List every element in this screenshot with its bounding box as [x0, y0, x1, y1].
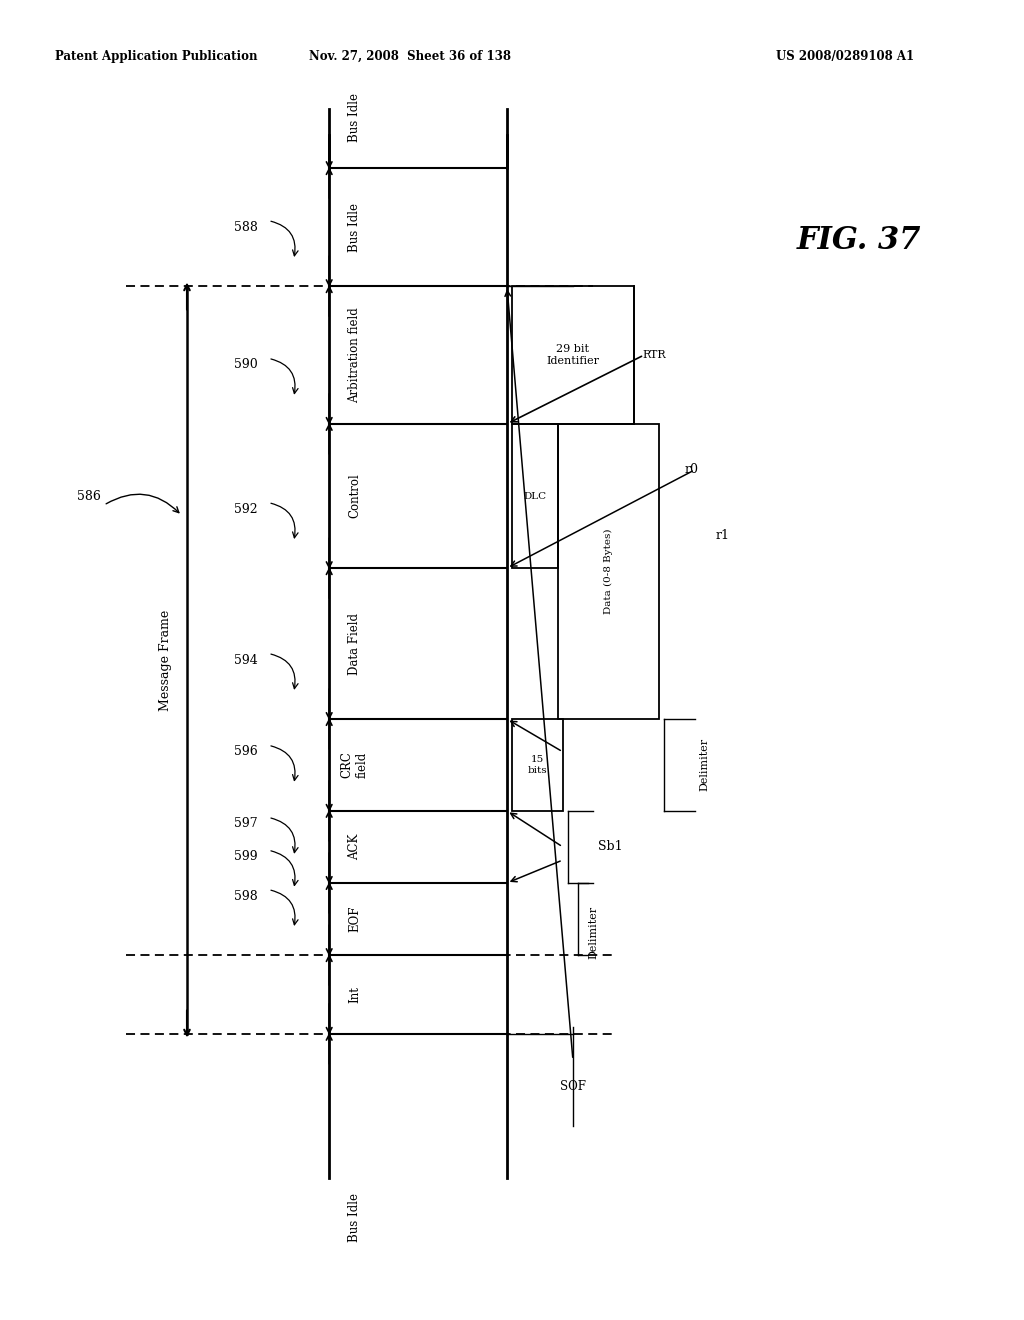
Text: Message Frame: Message Frame [159, 610, 172, 710]
Bar [558, 424, 659, 719]
Text: 590: 590 [234, 358, 258, 371]
Text: Delimiter: Delimiter [699, 738, 710, 792]
Bar [512, 719, 563, 810]
Text: 597: 597 [234, 817, 258, 830]
Text: 586: 586 [77, 490, 100, 503]
Text: Data Field: Data Field [348, 612, 361, 675]
Text: r1: r1 [715, 529, 729, 543]
Text: DLC: DLC [523, 491, 547, 500]
Text: ACK: ACK [348, 834, 361, 861]
Text: r0: r0 [685, 463, 698, 477]
Text: 598: 598 [234, 890, 258, 903]
Text: 29 bit
Identifier: 29 bit Identifier [547, 345, 599, 366]
Text: 15
bits: 15 bits [527, 755, 547, 775]
Text: 594: 594 [234, 653, 258, 667]
Text: 588: 588 [234, 220, 258, 234]
Text: CRC
field: CRC field [341, 751, 369, 779]
Text: Sb1: Sb1 [598, 841, 623, 854]
Text: 599: 599 [234, 850, 258, 863]
Text: SOF: SOF [560, 1080, 586, 1093]
Text: Control: Control [348, 474, 361, 519]
Text: Delimiter: Delimiter [588, 906, 598, 958]
Text: 592: 592 [234, 503, 258, 516]
Text: Bus Idle: Bus Idle [348, 1193, 361, 1242]
Bar [512, 286, 634, 424]
Text: EOF: EOF [348, 906, 361, 932]
Text: Data (0-8 Bytes): Data (0-8 Bytes) [604, 529, 613, 614]
Text: RTR: RTR [642, 350, 666, 360]
Text: US 2008/0289108 A1: US 2008/0289108 A1 [776, 50, 914, 63]
Text: FIG. 37: FIG. 37 [797, 224, 921, 256]
Text: Nov. 27, 2008  Sheet 36 of 138: Nov. 27, 2008 Sheet 36 of 138 [309, 50, 511, 63]
Text: 596: 596 [234, 746, 258, 758]
Text: Bus Idle: Bus Idle [348, 203, 361, 252]
Text: Arbitration field: Arbitration field [348, 308, 361, 403]
Bar [512, 424, 558, 568]
Text: Int: Int [348, 986, 361, 1003]
Text: Bus Idle: Bus Idle [348, 92, 361, 141]
Text: Patent Application Publication: Patent Application Publication [55, 50, 257, 63]
